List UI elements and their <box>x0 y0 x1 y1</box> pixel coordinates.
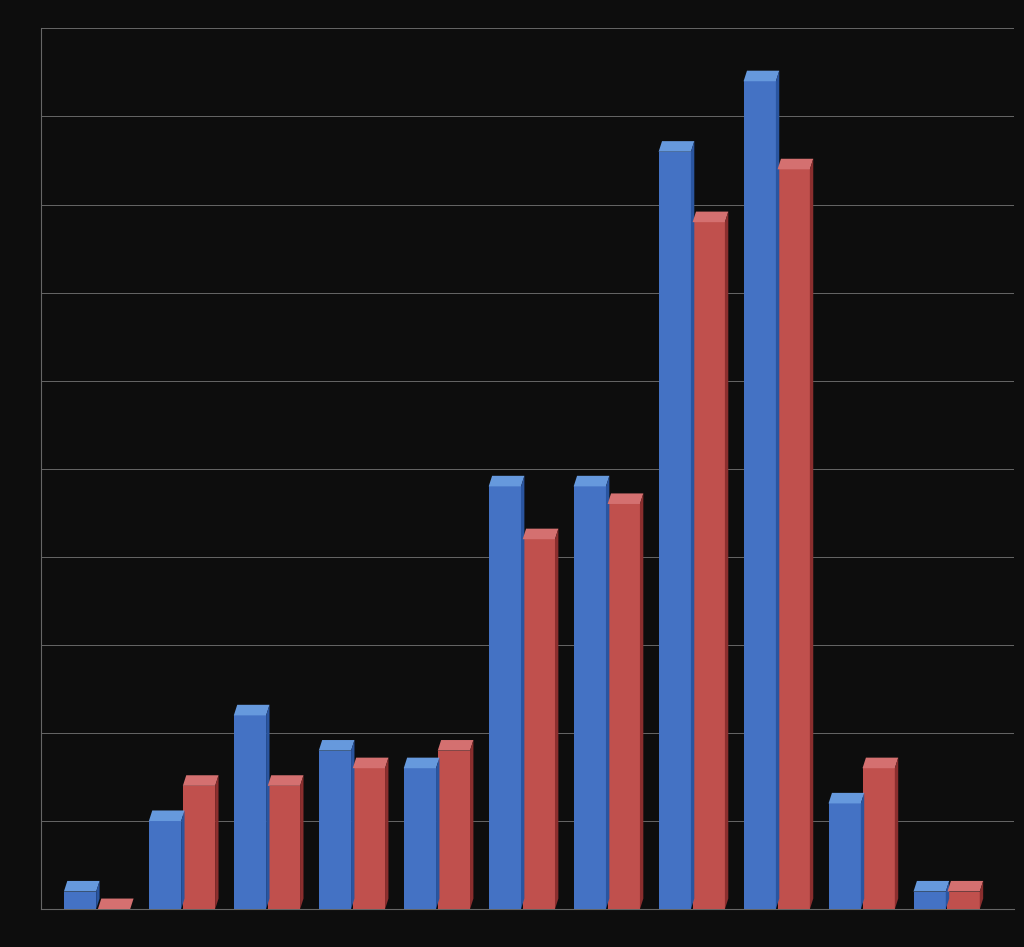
Polygon shape <box>488 475 524 487</box>
Polygon shape <box>913 891 946 909</box>
Polygon shape <box>318 740 354 751</box>
Polygon shape <box>658 141 694 152</box>
Polygon shape <box>947 891 980 909</box>
Polygon shape <box>861 793 864 909</box>
Polygon shape <box>895 758 898 909</box>
Polygon shape <box>607 504 640 909</box>
Polygon shape <box>573 475 609 487</box>
Polygon shape <box>692 211 728 223</box>
Polygon shape <box>777 159 813 170</box>
Polygon shape <box>352 768 385 909</box>
Polygon shape <box>98 899 133 909</box>
Polygon shape <box>862 758 898 768</box>
Polygon shape <box>913 881 949 891</box>
Polygon shape <box>743 71 779 81</box>
Polygon shape <box>63 881 99 891</box>
Polygon shape <box>436 758 439 909</box>
Polygon shape <box>148 821 181 909</box>
Polygon shape <box>318 751 351 909</box>
Polygon shape <box>352 758 388 768</box>
Polygon shape <box>181 811 184 909</box>
Polygon shape <box>403 768 436 909</box>
Polygon shape <box>470 740 473 909</box>
Polygon shape <box>300 776 303 909</box>
Polygon shape <box>828 803 861 909</box>
Polygon shape <box>268 776 303 786</box>
Polygon shape <box>522 539 555 909</box>
Polygon shape <box>266 705 269 909</box>
Polygon shape <box>403 758 439 768</box>
Polygon shape <box>828 793 864 803</box>
Polygon shape <box>63 891 96 909</box>
Polygon shape <box>607 493 643 504</box>
Polygon shape <box>691 141 694 909</box>
Polygon shape <box>385 758 388 909</box>
Polygon shape <box>692 223 725 909</box>
Polygon shape <box>776 71 779 909</box>
Polygon shape <box>215 776 218 909</box>
Polygon shape <box>437 751 470 909</box>
Polygon shape <box>521 475 524 909</box>
Polygon shape <box>488 487 521 909</box>
Polygon shape <box>555 528 558 909</box>
Polygon shape <box>183 786 215 909</box>
Polygon shape <box>947 881 983 891</box>
Polygon shape <box>725 211 728 909</box>
Polygon shape <box>810 159 813 909</box>
Polygon shape <box>606 475 609 909</box>
Polygon shape <box>96 881 99 909</box>
Polygon shape <box>980 881 983 909</box>
Polygon shape <box>351 740 354 909</box>
Polygon shape <box>658 152 691 909</box>
Polygon shape <box>862 768 895 909</box>
Polygon shape <box>522 528 558 539</box>
Polygon shape <box>437 740 473 751</box>
Polygon shape <box>640 493 643 909</box>
Polygon shape <box>233 715 266 909</box>
Polygon shape <box>268 786 300 909</box>
Polygon shape <box>148 811 184 821</box>
Polygon shape <box>777 170 810 909</box>
Polygon shape <box>946 881 949 909</box>
Polygon shape <box>233 705 269 715</box>
Polygon shape <box>743 81 776 909</box>
Polygon shape <box>130 899 133 909</box>
Polygon shape <box>573 487 606 909</box>
Polygon shape <box>183 776 218 786</box>
